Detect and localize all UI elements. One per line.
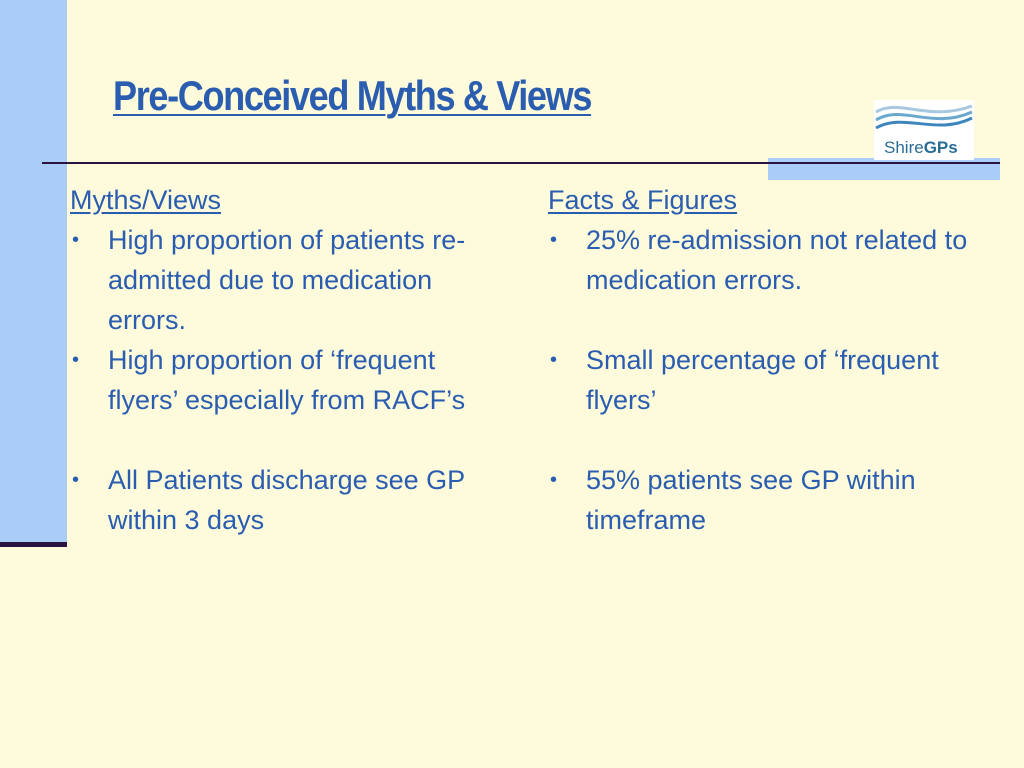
left-accent-rule	[0, 542, 67, 547]
list-item: • High proportion of ‘frequent flyers’ es…	[70, 340, 470, 420]
title-divider	[42, 162, 782, 164]
list-item: • All Patients discharge see GP within 3 …	[70, 460, 470, 540]
shiregps-logo: ShireGPs	[874, 100, 974, 160]
list-item: • High proportion of patients re-admitted…	[70, 220, 470, 340]
facts-list: • 25% re-admission not related to medicat…	[548, 220, 968, 540]
slide-title: Pre-Conceived Myths & Views	[113, 72, 592, 119]
logo-text-gps: GPs	[923, 138, 958, 157]
bullet-icon: •	[550, 469, 558, 491]
facts-heading: Facts & Figures	[548, 185, 738, 215]
bullet-icon: •	[550, 229, 558, 251]
wave-logo-icon	[875, 104, 973, 130]
myth-text: High proportion of patients re-admitted …	[108, 225, 466, 335]
myths-column: Myths/Views • High proportion of patients…	[70, 180, 470, 540]
logo-text-shire: Shire	[884, 138, 924, 157]
left-accent-bar	[0, 0, 67, 547]
bullet-icon: •	[550, 349, 558, 371]
bullet-icon: •	[72, 349, 80, 371]
myth-text: High proportion of ‘frequent flyers’ esp…	[108, 345, 466, 415]
myth-text: All Patients discharge see GP within 3 d…	[108, 465, 465, 535]
fact-text: 55% patients see GP within timeframe	[586, 465, 916, 535]
facts-column: Facts & Figures • 25% re-admission not re…	[548, 180, 968, 540]
list-item: • 25% re-admission not related to medicat…	[548, 220, 968, 300]
list-item: • 55% patients see GP within timeframe	[548, 460, 968, 540]
bullet-icon: •	[72, 469, 80, 491]
logo-wordmark: ShireGPs	[884, 138, 958, 158]
fact-text: Small percentage of ‘frequent flyers’	[586, 345, 939, 415]
myths-list: • High proportion of patients re-admitted…	[70, 220, 470, 540]
bullet-icon: •	[72, 229, 80, 251]
fact-text: 25% re-admission not related to medicati…	[586, 225, 968, 295]
list-item: • Small percentage of ‘frequent flyers’	[548, 340, 968, 420]
right-accent-rule	[768, 162, 1000, 164]
myths-heading: Myths/Views	[70, 185, 222, 215]
